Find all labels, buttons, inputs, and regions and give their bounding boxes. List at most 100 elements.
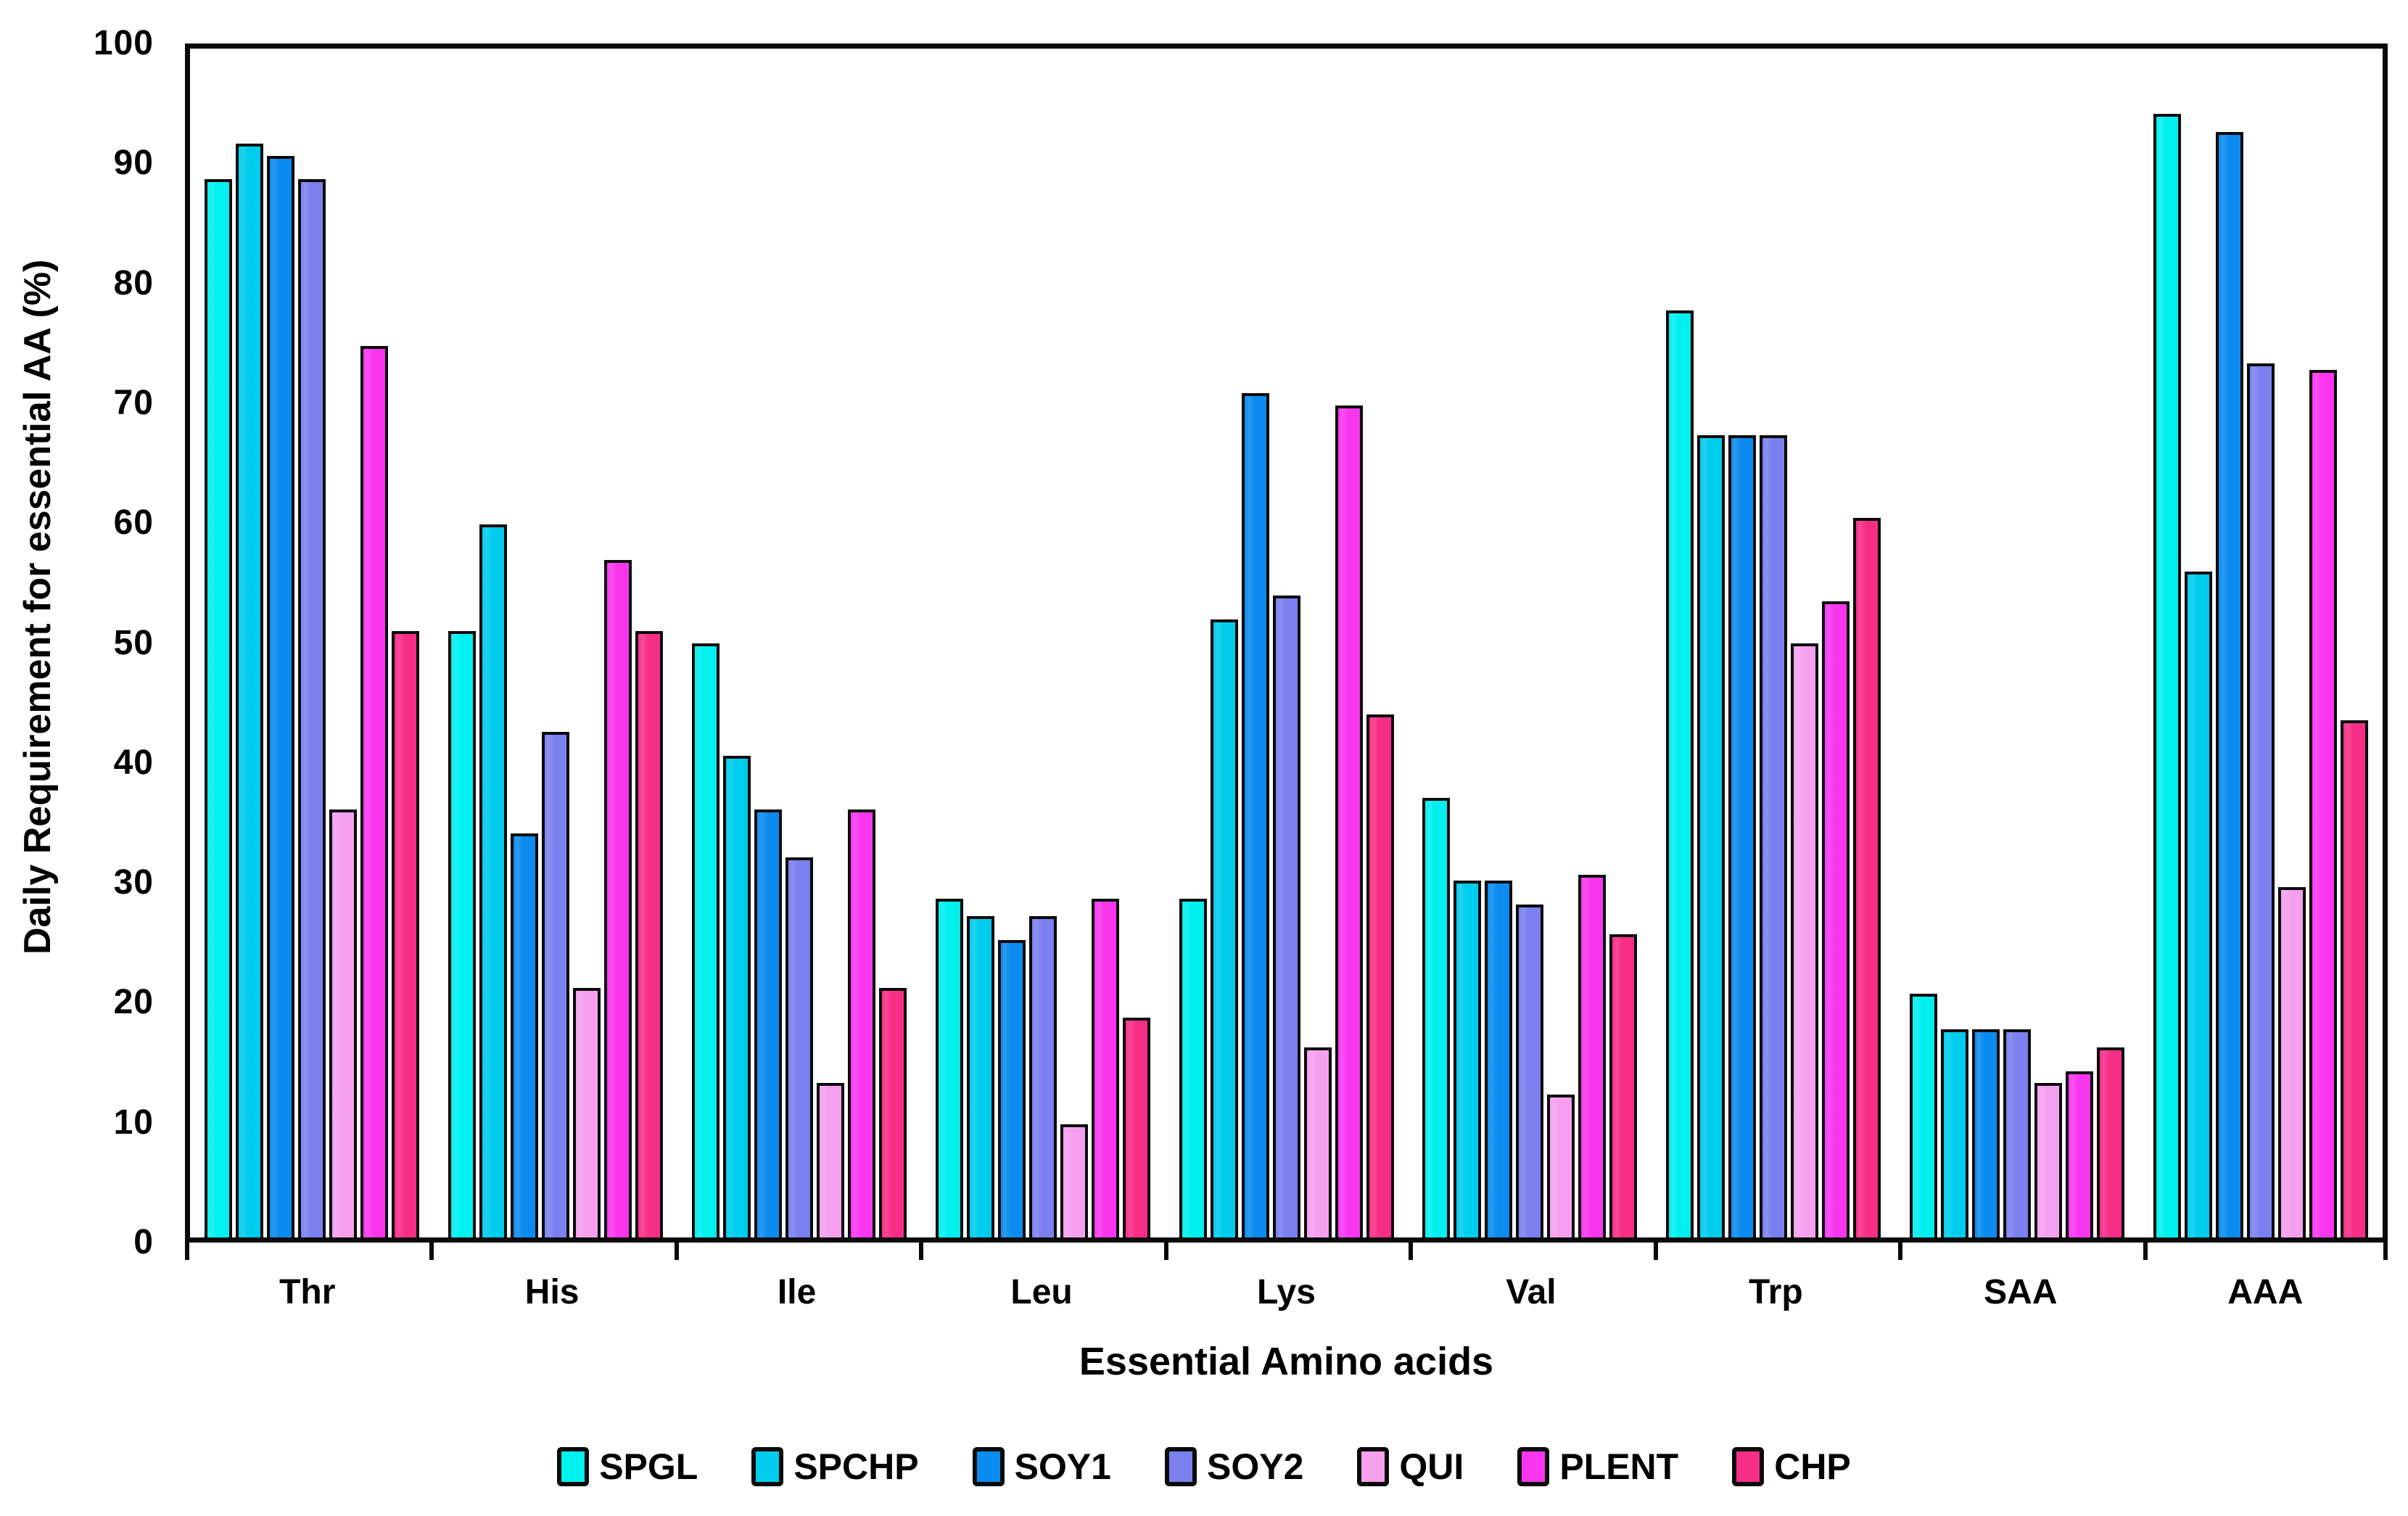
legend-swatch-spgl bbox=[557, 1447, 590, 1486]
x-axis-tick bbox=[429, 1243, 434, 1260]
bar-plent-trp bbox=[1822, 601, 1850, 1237]
bar-spchp-thr bbox=[235, 144, 263, 1237]
bar-soy2-leu bbox=[1028, 916, 1057, 1237]
legend-item-spgl: SPGL bbox=[557, 1447, 698, 1486]
legend-swatch-spchp bbox=[751, 1447, 784, 1486]
bar-soy2-lys bbox=[1272, 595, 1300, 1237]
y-tick-label: 20 bbox=[113, 983, 154, 1022]
legend: SPGL SPCHP SOY1 SOY2 QUI PLENT CHP bbox=[0, 1447, 2408, 1486]
bar-chp-his bbox=[635, 631, 663, 1237]
bar-soy2-val bbox=[1516, 905, 1544, 1237]
legend-label-soy2: SOY2 bbox=[1207, 1446, 1304, 1487]
bar-group-ile bbox=[677, 49, 921, 1237]
bar-plent-aaa bbox=[2309, 369, 2338, 1237]
category-label-his: His bbox=[524, 1273, 580, 1311]
legend-label-qui: QUI bbox=[1399, 1446, 1464, 1487]
bar-chp-ile bbox=[878, 987, 907, 1237]
category-label-ile: Ile bbox=[777, 1273, 817, 1311]
bar-spchp-lys bbox=[1210, 619, 1238, 1237]
bar-qui-val bbox=[1547, 1095, 1575, 1237]
x-axis-tick bbox=[2143, 1243, 2148, 1260]
bar-soy2-his bbox=[541, 732, 569, 1237]
legend-item-chp: CHP bbox=[1732, 1447, 1851, 1486]
bar-soy2-ile bbox=[785, 857, 813, 1237]
bar-plent-lys bbox=[1335, 405, 1363, 1237]
x-axis-tick bbox=[674, 1243, 679, 1260]
y-tick-label: 80 bbox=[113, 263, 154, 302]
bar-spchp-aaa bbox=[2185, 572, 2213, 1237]
bar-qui-trp bbox=[1791, 643, 1819, 1237]
legend-swatch-soy1 bbox=[972, 1447, 1005, 1486]
bar-soy1-val bbox=[1485, 881, 1513, 1237]
bar-soy1-aaa bbox=[2216, 131, 2244, 1237]
bar-spgl-thr bbox=[204, 179, 232, 1237]
bar-spchp-his bbox=[479, 524, 507, 1237]
category-label-aaa: AAA bbox=[2227, 1273, 2304, 1311]
legend-item-soy2: SOY2 bbox=[1165, 1447, 1303, 1486]
category-label-trp: Trp bbox=[1749, 1273, 1803, 1311]
bar-group-thr bbox=[190, 49, 434, 1237]
plot-area bbox=[185, 44, 2388, 1243]
legend-item-qui: QUI bbox=[1357, 1447, 1464, 1486]
bar-plent-saa bbox=[2066, 1071, 2094, 1237]
bar-plent-val bbox=[1578, 875, 1607, 1237]
bar-chp-trp bbox=[1853, 518, 1881, 1237]
bar-qui-saa bbox=[2034, 1082, 2063, 1237]
bar-plent-his bbox=[603, 559, 632, 1237]
legend-swatch-qui bbox=[1357, 1447, 1390, 1486]
bar-qui-ile bbox=[816, 1082, 844, 1237]
y-tick-label: 10 bbox=[113, 1103, 154, 1142]
y-tick-label: 30 bbox=[113, 863, 154, 902]
x-axis-tick bbox=[185, 1243, 189, 1260]
bar-group-leu bbox=[921, 49, 1165, 1237]
bar-soy1-ile bbox=[754, 809, 782, 1237]
x-axis-tick bbox=[919, 1243, 924, 1260]
bar-chp-saa bbox=[2097, 1047, 2125, 1237]
legend-label-spgl: SPGL bbox=[599, 1446, 698, 1487]
legend-item-soy1: SOY1 bbox=[972, 1446, 1111, 1487]
x-axis-tick bbox=[1898, 1243, 1903, 1260]
bar-spgl-trp bbox=[1666, 310, 1694, 1237]
bar-group-his bbox=[434, 49, 677, 1237]
bar-qui-leu bbox=[1060, 1124, 1088, 1237]
bar-group-lys bbox=[1165, 49, 1409, 1237]
bar-spchp-ile bbox=[722, 756, 751, 1237]
bar-soy2-saa bbox=[2003, 1029, 2032, 1237]
bar-spgl-aaa bbox=[2153, 114, 2182, 1237]
bar-chp-aaa bbox=[2341, 720, 2369, 1237]
y-tick-label: 40 bbox=[113, 743, 154, 782]
y-tick-label: 50 bbox=[113, 623, 154, 662]
y-tick-label: 60 bbox=[113, 503, 154, 543]
bar-chp-thr bbox=[391, 631, 419, 1237]
bar-spchp-trp bbox=[1697, 434, 1725, 1237]
x-axis-tick bbox=[1409, 1243, 1414, 1260]
bar-spgl-his bbox=[448, 631, 476, 1237]
category-label-lys: Lys bbox=[1257, 1273, 1316, 1311]
bar-plent-leu bbox=[1091, 898, 1119, 1237]
legend-swatch-chp bbox=[1732, 1447, 1765, 1486]
bar-spchp-saa bbox=[1941, 1029, 1969, 1237]
legend-swatch-plent bbox=[1517, 1447, 1550, 1486]
bar-soy1-saa bbox=[1972, 1029, 2000, 1237]
bar-soy1-his bbox=[510, 833, 538, 1237]
bar-qui-his bbox=[572, 987, 601, 1237]
bar-qui-aaa bbox=[2278, 886, 2306, 1237]
y-tick-label: 0 bbox=[133, 1223, 154, 1261]
y-tick-label: 70 bbox=[113, 383, 154, 422]
bar-chp-val bbox=[1609, 934, 1638, 1237]
y-tick-label: 90 bbox=[113, 144, 154, 183]
legend-label-soy1: SOY1 bbox=[1014, 1446, 1111, 1487]
legend-item-spchp: SPCHP bbox=[751, 1447, 919, 1486]
bar-group-saa bbox=[1895, 49, 2139, 1237]
bar-soy2-thr bbox=[297, 179, 326, 1237]
legend-label-chp: CHP bbox=[1774, 1446, 1851, 1487]
bar-spchp-leu bbox=[966, 916, 994, 1237]
legend-label-plent: PLENT bbox=[1559, 1446, 1679, 1487]
bar-soy1-lys bbox=[1241, 393, 1269, 1237]
bars-area bbox=[190, 49, 2383, 1237]
category-label-thr: Thr bbox=[279, 1273, 336, 1311]
bar-soy1-thr bbox=[266, 155, 294, 1237]
bar-chp-lys bbox=[1366, 714, 1394, 1237]
x-axis-title: Essential Amino acids bbox=[1079, 1340, 1494, 1383]
